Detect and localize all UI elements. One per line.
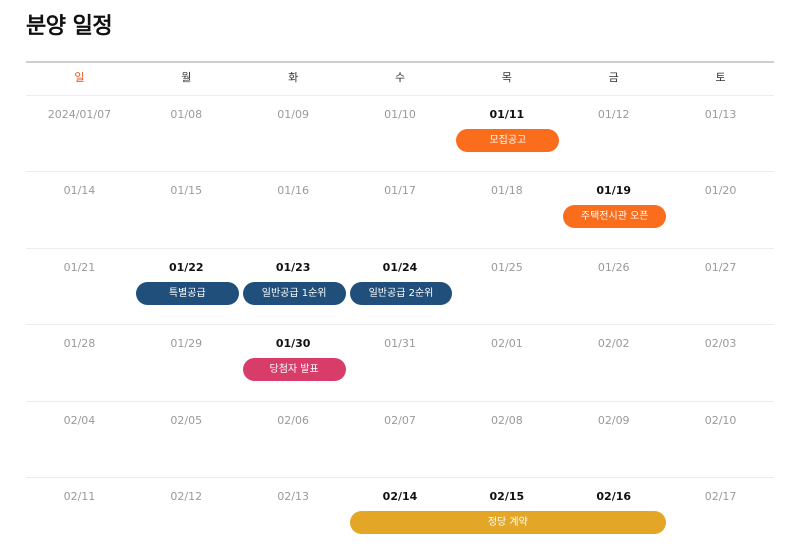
calendar-date: 01/31 (384, 337, 416, 351)
event-pill[interactable]: 당첨자 발표 (242, 358, 346, 382)
calendar-date: 01/15 (170, 184, 203, 198)
weekday-label: 월 (181, 71, 192, 84)
week-divider (26, 95, 774, 96)
calendar-date: 01/12 (597, 108, 630, 121)
calendar-date: 02/04 (63, 413, 96, 427)
calendar-date: 01/18 (491, 184, 523, 198)
event-pill[interactable]: 모집공고 (456, 129, 560, 152)
calendar-date: 02/03 (704, 337, 737, 351)
event-pill[interactable]: 주택전시관 오픈 (563, 205, 667, 229)
calendar-date: 01/11 (489, 108, 525, 121)
week-divider (26, 477, 774, 478)
calendar-date: 01/26 (597, 260, 630, 274)
week-divider (26, 247, 774, 249)
calendar-date: 01/13 (704, 108, 737, 121)
weekday-label: 일 (74, 71, 85, 84)
calendar-date: 01/29 (170, 337, 203, 351)
calendar-date: 01/20 (704, 184, 737, 198)
calendar-date: 02/11 (63, 490, 96, 503)
calendar-date: 01/17 (384, 184, 416, 198)
calendar-date: 01/10 (384, 108, 416, 121)
event-pill[interactable]: 정당 계약 (349, 511, 667, 534)
calendar-date: 02/15 (489, 490, 525, 503)
weekday-label: 수 (394, 71, 406, 84)
calendar-date: 01/25 (491, 260, 523, 274)
calendar-date: 01/30 (275, 337, 311, 351)
calendar-date: 02/17 (704, 490, 737, 503)
week-divider (26, 171, 774, 173)
calendar-date: 02/01 (491, 337, 523, 351)
calendar-date: 01/27 (704, 260, 737, 274)
calendar-date: 02/06 (277, 413, 309, 427)
calendar-date: 01/16 (277, 184, 309, 198)
calendar-date: 02/08 (491, 413, 523, 427)
weekday-label: 화 (288, 71, 299, 84)
calendar-date: 01/24 (382, 260, 418, 274)
weekday-label: 목 (501, 71, 512, 84)
weekday-label: 금 (608, 71, 619, 84)
calendar-date: 2024/01/07 (47, 108, 112, 121)
calendar-date: 02/16 (596, 490, 632, 503)
calendar-date: 01/21 (63, 260, 96, 274)
calendar-date: 01/28 (63, 337, 96, 351)
event-pill[interactable]: 일반공급 1순위 (242, 281, 346, 305)
calendar-date: 01/23 (275, 260, 311, 274)
calendar-date: 01/22 (168, 260, 204, 274)
event-pill[interactable]: 일반공급 2순위 (349, 281, 453, 305)
calendar-date: 01/08 (170, 108, 203, 121)
header-divider (26, 61, 774, 63)
week-divider (26, 324, 774, 326)
weekday-label: 토 (715, 71, 726, 84)
calendar-date: 01/09 (277, 108, 309, 121)
calendar-date: 02/13 (277, 490, 309, 503)
calendar-date: 02/07 (384, 413, 416, 427)
calendar-date: 02/10 (704, 413, 737, 427)
event-pill[interactable]: 특별공급 (135, 281, 239, 305)
calendar-date: 01/14 (63, 184, 96, 198)
calendar-date: 02/02 (597, 337, 630, 351)
page-title: 분양 일정 (26, 14, 113, 39)
calendar-date: 02/05 (170, 413, 203, 427)
calendar-date: 02/09 (597, 413, 630, 427)
calendar-date: 01/19 (596, 184, 632, 198)
week-divider (26, 400, 774, 402)
calendar-date: 02/12 (170, 490, 203, 503)
calendar-date: 02/14 (382, 490, 418, 503)
